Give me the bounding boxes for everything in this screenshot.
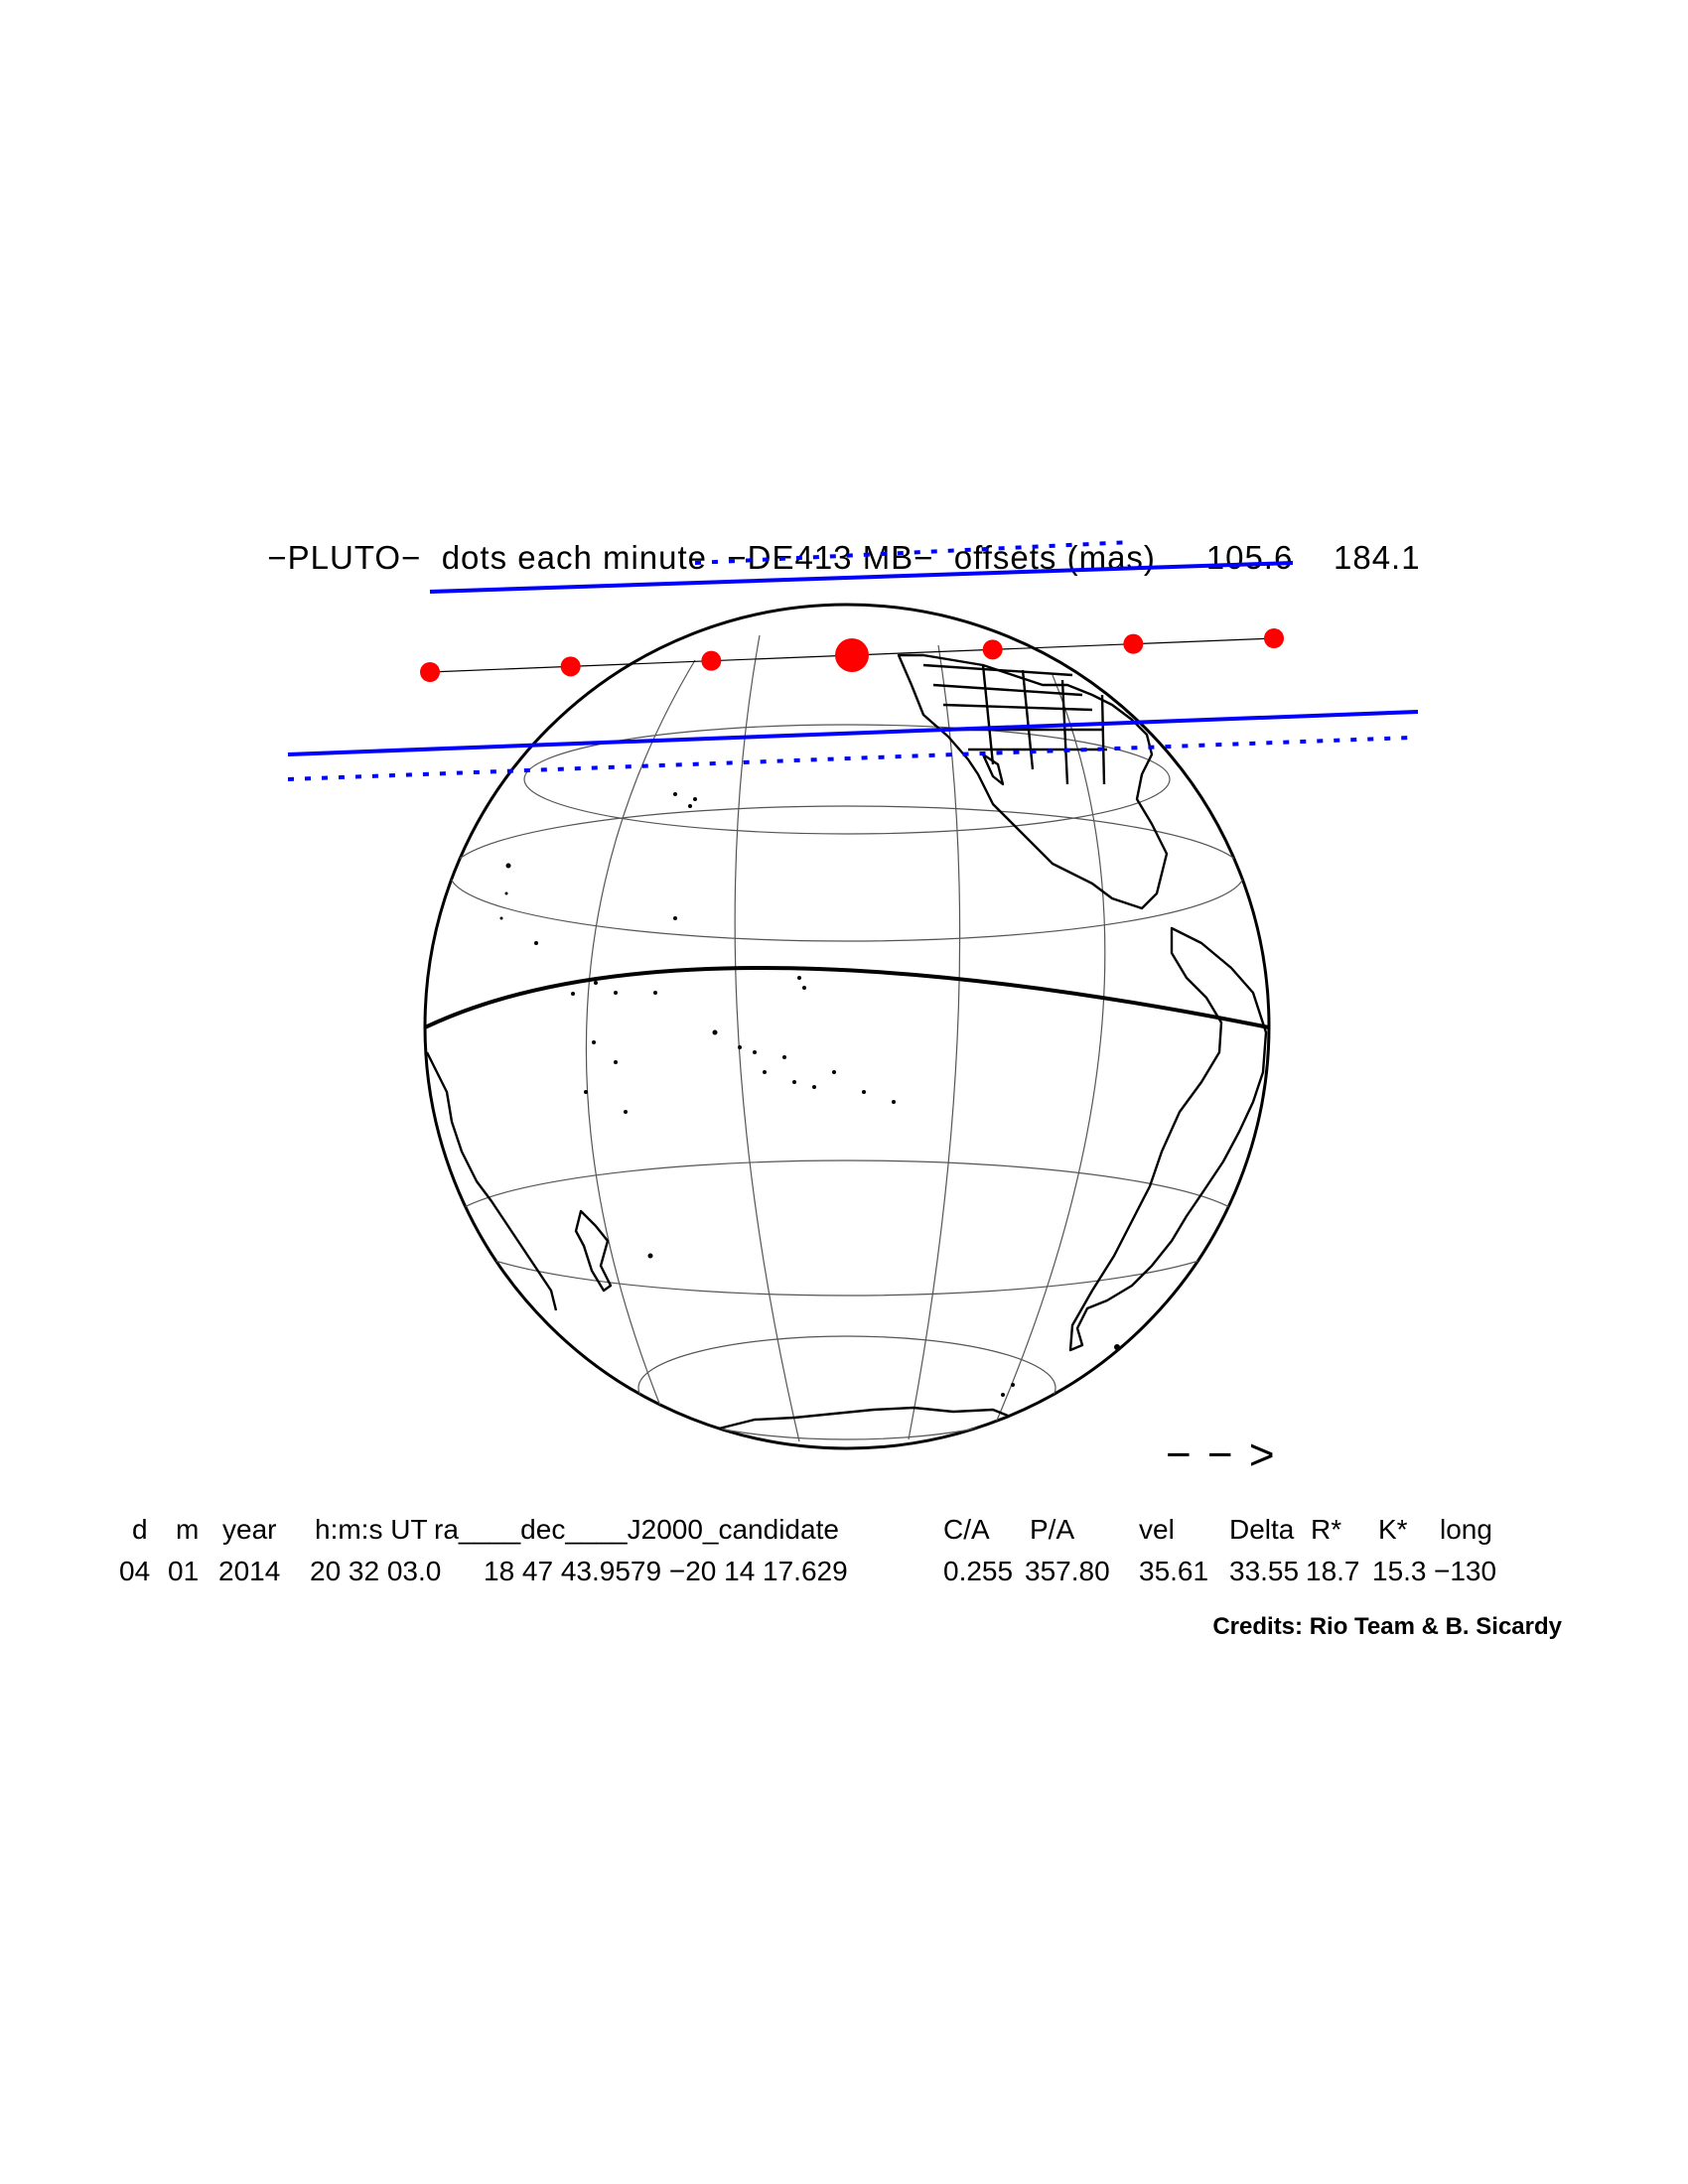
table-header-4: ra____dec____J2000_candidate bbox=[434, 1514, 839, 1545]
coastlines bbox=[425, 653, 1268, 1448]
table-header-1: m bbox=[176, 1514, 200, 1545]
north-dotted-line bbox=[694, 540, 1133, 565]
table-value-8: 33.55 bbox=[1229, 1556, 1300, 1586]
minute-dot bbox=[420, 662, 440, 682]
table-value-11: −130 bbox=[1434, 1556, 1497, 1586]
usa-states-grid bbox=[922, 663, 1107, 785]
shadow-limits bbox=[287, 540, 1419, 781]
table-value-10: 15.3 bbox=[1372, 1556, 1427, 1586]
north-limit-line bbox=[429, 561, 1294, 594]
parallel-30n bbox=[449, 805, 1245, 942]
table-value-4: 18 47 43.9579 −20 14 17.629 bbox=[484, 1556, 848, 1586]
south-dotted-line bbox=[287, 736, 1411, 781]
table-value-3: 20 32 03.0 bbox=[310, 1556, 442, 1586]
meridian-4 bbox=[992, 674, 1106, 1431]
parameter-value-row: 04 01 2014 20 32 03.0 18 47 43.9579 −20 14 1… bbox=[119, 1556, 1589, 1595]
table-header-0: d bbox=[132, 1514, 148, 1545]
minute-dot bbox=[1123, 633, 1144, 654]
minute-dot bbox=[982, 639, 1003, 660]
table-value-1: 01 bbox=[168, 1556, 200, 1586]
south-america-coast bbox=[1068, 926, 1268, 1352]
south-limit-line bbox=[287, 710, 1419, 756]
table-header-6: P/A bbox=[1030, 1514, 1075, 1545]
minute-dot bbox=[560, 656, 581, 677]
parallel-60n bbox=[523, 724, 1171, 835]
credits: Credits: Rio Team & B. Sicardy bbox=[1212, 1613, 1562, 1640]
meridian-3 bbox=[908, 644, 961, 1440]
minute-dot bbox=[1264, 628, 1284, 648]
table-value-2: 2014 bbox=[218, 1556, 281, 1586]
table-header-3: h:m:s UT bbox=[315, 1514, 428, 1545]
table-header-5: C/A bbox=[943, 1514, 990, 1545]
graticule bbox=[444, 634, 1250, 1442]
table-value-7: 35.61 bbox=[1139, 1556, 1209, 1586]
table-header-2: year bbox=[222, 1514, 277, 1545]
north-america-coast bbox=[897, 653, 1169, 910]
central-time-dot bbox=[835, 638, 869, 672]
table-value-6: 357.80 bbox=[1025, 1556, 1110, 1586]
table-value-5: 0.255 bbox=[943, 1556, 1014, 1586]
table-value-0: 04 bbox=[119, 1556, 151, 1586]
equator bbox=[425, 966, 1269, 1029]
minute-dot bbox=[701, 650, 722, 671]
table-header-11: long bbox=[1440, 1514, 1492, 1545]
table-header-8: Delta bbox=[1229, 1514, 1295, 1545]
path-dots bbox=[420, 628, 1284, 682]
table-header-9: R* bbox=[1311, 1514, 1342, 1545]
meridian-1 bbox=[585, 659, 696, 1407]
table-header-10: K* bbox=[1378, 1514, 1408, 1545]
pacific-islands bbox=[499, 792, 1122, 1397]
meridian-2 bbox=[734, 634, 800, 1442]
new-zealand-coast bbox=[574, 1209, 613, 1293]
parallel-60s bbox=[637, 1335, 1056, 1440]
table-value-9: 18.7 bbox=[1306, 1556, 1360, 1586]
table-header-7: vel bbox=[1139, 1514, 1175, 1545]
parameter-header-row: d m year h:m:s UT ra____dec____J2000_candida… bbox=[119, 1514, 1589, 1554]
australia-east-coast bbox=[425, 1051, 558, 1311]
direction-arrow: − − > bbox=[1166, 1431, 1277, 1479]
